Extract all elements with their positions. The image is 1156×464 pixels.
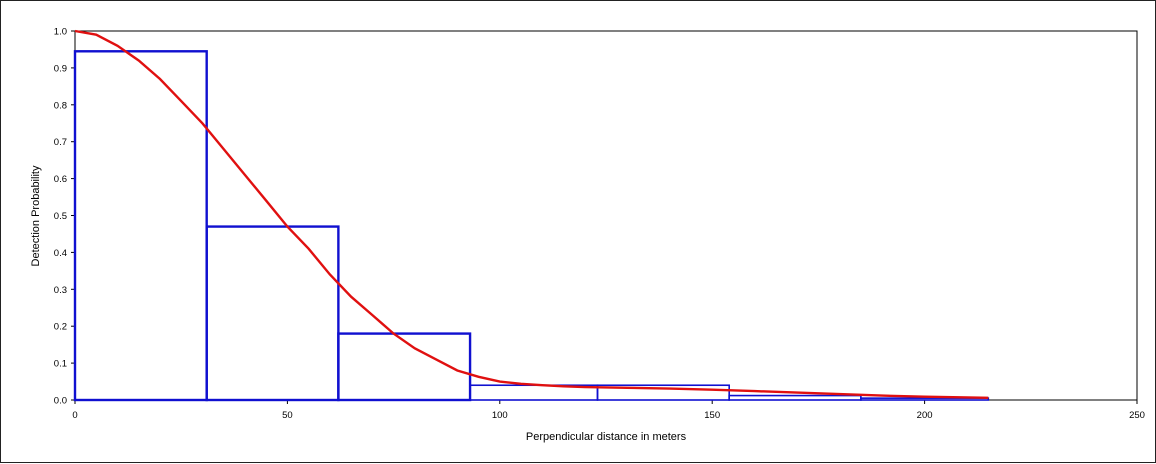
- y-tick-label: 0.3: [54, 285, 67, 296]
- histogram-bar: [596, 384, 730, 401]
- axes: [71, 30, 1138, 404]
- histogram-bar: [205, 225, 340, 402]
- y-tick-label: 0.8: [54, 100, 67, 111]
- y-tick-label: 1.0: [54, 27, 67, 38]
- y-tick-label: 0.2: [54, 322, 67, 333]
- x-tick-label: 250: [1129, 410, 1145, 421]
- histogram-bars: [73, 50, 990, 402]
- plot-area-border: [74, 30, 1138, 401]
- x-tick-label: 50: [282, 410, 293, 421]
- y-tick-label: 0.9: [54, 63, 67, 74]
- histogram-bar: [337, 332, 472, 402]
- x-tick-label: 200: [917, 410, 933, 421]
- y-tick-label: 0.1: [54, 359, 67, 370]
- x-tick-label: 150: [704, 410, 720, 421]
- detection-curve: [74, 29, 989, 399]
- histogram-bar: [728, 394, 862, 401]
- tick-labels: 0.0 0.1 0.2 0.3 0.4 0.5 0.6 0.7 0.8 0.9 1.0 0 50 100 1…: [54, 27, 1145, 422]
- y-tick-label: 0.0: [54, 396, 67, 407]
- x-axis-label: Perpendicular distance in meters: [526, 431, 687, 443]
- histogram-bar: [73, 50, 208, 402]
- y-tick-label: 0.6: [54, 174, 67, 185]
- x-tick-label: 0: [72, 410, 77, 421]
- y-axis-label: Detection Probability: [30, 165, 42, 266]
- y-tick-label: 0.5: [54, 211, 67, 222]
- y-tick-label: 0.7: [54, 137, 67, 148]
- histogram-bar: [860, 397, 990, 401]
- x-tick-label: 100: [492, 410, 508, 421]
- y-tick-label: 0.4: [54, 248, 67, 259]
